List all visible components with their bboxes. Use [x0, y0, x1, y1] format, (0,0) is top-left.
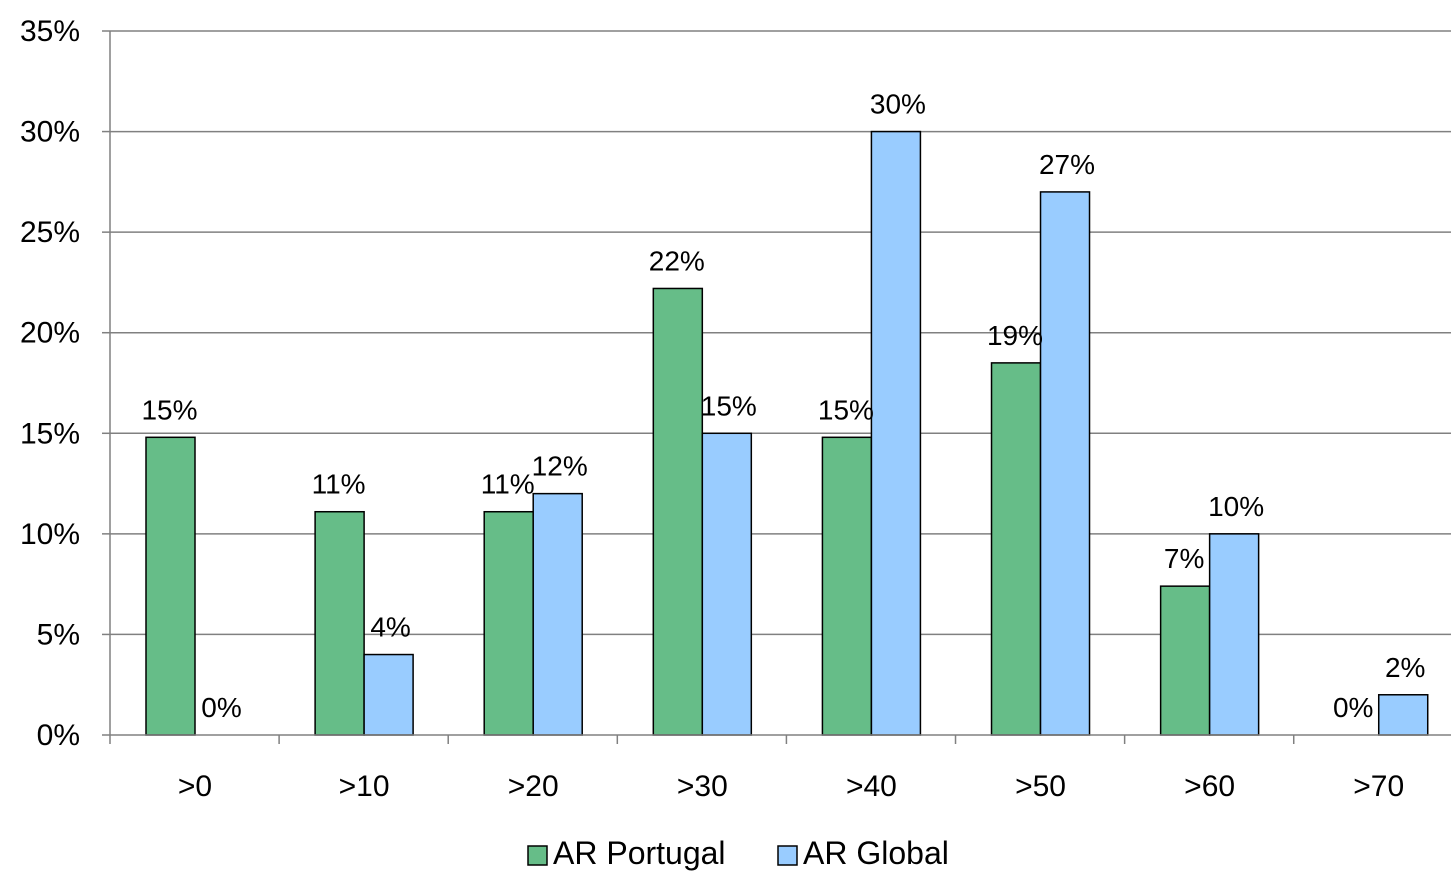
data-label: 19% — [987, 320, 1043, 351]
y-tick-label: 25% — [20, 216, 80, 249]
x-tick-label: >70 — [1353, 770, 1404, 803]
x-tick-label: >10 — [339, 770, 390, 803]
legend-label: AR Portugal — [553, 835, 726, 871]
data-label: 15% — [701, 390, 757, 421]
y-tick-label: 30% — [20, 116, 80, 149]
y-tick-label: 5% — [37, 618, 80, 651]
bar-ar-global — [1039, 191, 1091, 736]
data-label: 11% — [312, 469, 366, 500]
y-tick-label: 35% — [20, 15, 80, 48]
y-tick-label: 10% — [20, 518, 80, 551]
legend-swatch — [777, 845, 798, 866]
data-label: 0% — [201, 692, 241, 723]
bar-ar-portugal — [821, 436, 873, 736]
data-label: 15% — [818, 394, 874, 425]
axes: 0% 5% 10% 15% 20% 25% 30% 35% >0 >10 >20 >30 >40 >50 >… — [20, 15, 1451, 803]
bar-ar-portugal — [1159, 585, 1211, 736]
bar-ar-portugal — [483, 510, 534, 736]
bar-ar-global — [532, 492, 583, 736]
data-label: 15% — [141, 394, 197, 425]
bar-ar-global — [1377, 694, 1429, 736]
bar-ar-global — [1208, 533, 1260, 736]
legend-label: AR Global — [803, 835, 949, 871]
bar-ar-portugal — [990, 362, 1042, 736]
data-label: 11% — [481, 469, 535, 500]
x-tick-label: >30 — [677, 770, 728, 803]
x-tick-label: >50 — [1015, 770, 1066, 803]
data-labels: 15% 11% 11% 22% 15% 19% 7% 0% 0% 4% 12% 15% 30% 27% 10… — [141, 89, 1425, 723]
x-tick-label: >40 — [846, 770, 897, 803]
y-tick-label: 15% — [20, 417, 80, 450]
bar-ar-global — [363, 653, 414, 736]
data-label: 22% — [649, 245, 705, 276]
bar-ar-portugal — [314, 510, 365, 736]
x-tick-label: >0 — [178, 770, 212, 803]
legend: AR Portugal AR Global — [527, 835, 949, 871]
bar-ar-portugal — [652, 287, 704, 736]
data-label: 0% — [1333, 692, 1373, 723]
bars — [145, 130, 1429, 736]
data-label: 10% — [1208, 491, 1264, 522]
y-tick-label: 0% — [37, 719, 80, 752]
data-label: 2% — [1385, 652, 1425, 683]
legend-swatch — [527, 845, 548, 866]
x-tick-label: >60 — [1184, 770, 1235, 803]
bar-ar-global — [701, 432, 753, 736]
bar-ar-portugal — [145, 436, 196, 736]
data-label: 4% — [370, 612, 410, 643]
bar-ar-global — [870, 130, 922, 736]
data-label: 12% — [532, 451, 588, 482]
x-tick-label: >20 — [508, 770, 559, 803]
y-tick-label: 20% — [20, 317, 80, 350]
data-label: 30% — [870, 89, 926, 120]
data-label: 27% — [1039, 149, 1095, 180]
data-label: 7% — [1164, 543, 1204, 574]
